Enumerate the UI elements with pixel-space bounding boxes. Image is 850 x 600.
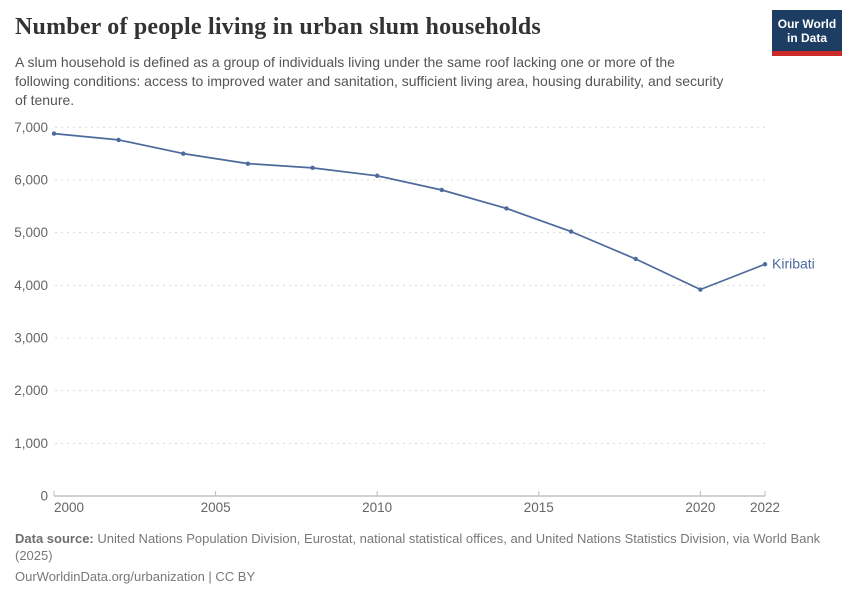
chart-subtitle: A slum household is defined as a group o… — [15, 54, 724, 108]
data-source-note: Data source: United Nations Population D… — [15, 531, 835, 564]
data-point-Kiribati-2004[interactable] — [181, 151, 186, 156]
data-point-Kiribati-2010[interactable] — [374, 173, 380, 178]
data-point-Kiribati-2020[interactable] — [698, 287, 703, 292]
x-axis-label-2020: 2020 — [685, 500, 715, 515]
data-source-label: Data source: — [15, 531, 94, 546]
y-axis-label-6,000: 6,000 — [14, 172, 48, 187]
owid-logo[interactable]: Our World in Data — [772, 10, 842, 56]
trend-line-Kiribati[interactable] — [53, 132, 766, 291]
owid-url-link[interactable]: OurWorldinData.org/urbanization — [15, 569, 205, 584]
data-point-Kiribati-2000[interactable] — [51, 131, 57, 136]
license-separator: | — [204, 569, 216, 584]
license-row: OurWorldinData.org/urbanization | CC BY — [15, 569, 835, 586]
owid-logo-line2: in Data — [786, 31, 827, 45]
y-axis-label-0: 0 — [40, 489, 48, 504]
data-point-Kiribati-2016[interactable] — [568, 229, 574, 234]
data-source-text: United Nations Population Division, Euro… — [93, 531, 821, 546]
data-point-Kiribati-2018[interactable] — [633, 256, 638, 262]
data-point-Kiribati-2022[interactable] — [762, 262, 768, 267]
data-point-Kiribati-2014[interactable] — [504, 206, 509, 211]
data-point-Kiribati-2006[interactable] — [245, 161, 251, 166]
x-axis-label-2022: 2022 — [750, 500, 780, 515]
y-axis-label-1,000: 1,000 — [14, 436, 48, 451]
y-axis-label-4,000: 4,000 — [14, 278, 48, 293]
x-axis-label-2015: 2015 — [524, 500, 554, 515]
data-source-year: (2025) — [15, 547, 53, 563]
owid-logo-line1: Our World — [777, 17, 837, 31]
cc-by-link[interactable]: CC BY — [215, 569, 256, 584]
data-point-Kiribati-2012[interactable] — [439, 187, 445, 193]
series-end-label[interactable]: Kiribati — [772, 256, 815, 272]
data-point-Kiribati-2008[interactable] — [310, 165, 315, 171]
page-title: Number of people living in urban slum ho… — [15, 14, 541, 40]
x-axis-label-2010: 2010 — [362, 500, 392, 515]
y-axis-label-2,000: 2,000 — [14, 383, 48, 398]
chart-footer: Data source: United Nations Population D… — [15, 531, 835, 586]
y-axis-label-3,000: 3,000 — [14, 330, 48, 345]
data-point-Kiribati-2002[interactable] — [116, 137, 121, 143]
x-axis-label-2005: 2005 — [201, 500, 231, 515]
y-axis-label-7,000: 7,000 — [14, 120, 48, 135]
y-axis-label-5,000: 5,000 — [14, 225, 48, 240]
x-axis-label-2000: 2000 — [54, 500, 84, 515]
